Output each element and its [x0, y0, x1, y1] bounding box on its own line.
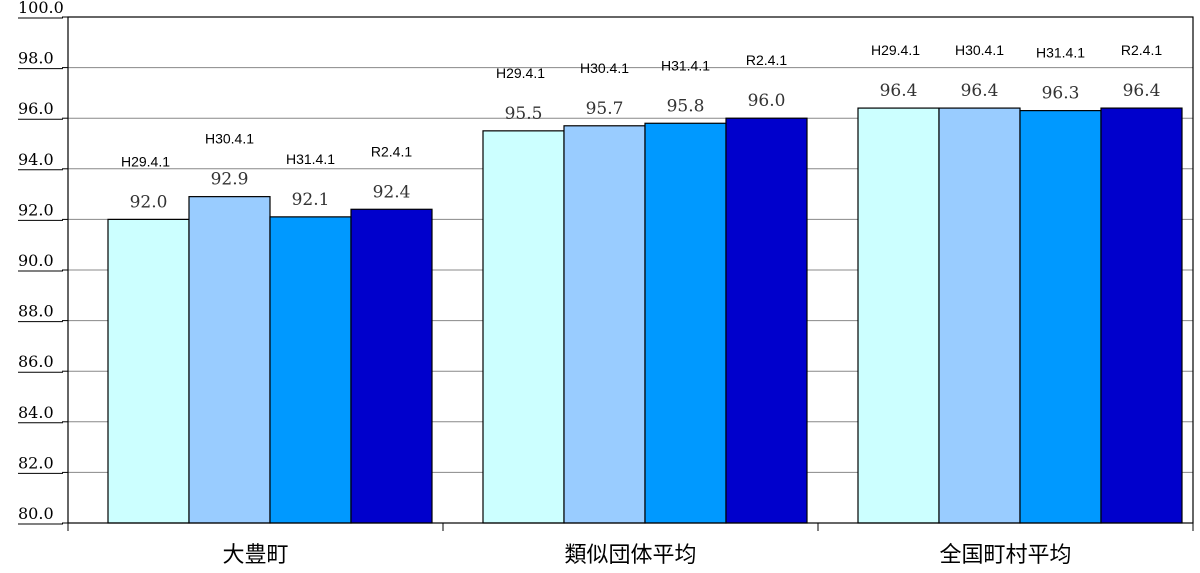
x-category-label: 大豊町: [222, 543, 288, 568]
y-tick-label: 82.0: [18, 453, 54, 472]
data-value-label: 96.4: [961, 81, 999, 101]
y-tick-label: 96.0: [18, 99, 54, 118]
series-name-label: H29.4.1: [496, 65, 545, 81]
bar: [725, 117, 808, 524]
series-name-label: H30.4.1: [580, 60, 629, 76]
y-tick-label: 80.0: [18, 504, 54, 523]
series-name-label: R2.4.1: [1121, 42, 1162, 58]
data-value-label: 95.8: [667, 96, 705, 116]
y-tick-label: 88.0: [18, 302, 54, 321]
series-name-label: H29.4.1: [871, 42, 920, 58]
x-category-label: 類似団体平均: [564, 543, 696, 568]
series-name-label: H31.4.1: [1036, 45, 1085, 61]
data-value-label: 95.7: [586, 99, 624, 119]
y-tick-label: 92.0: [18, 200, 54, 219]
bar: [857, 107, 940, 524]
y-tick-label: 84.0: [18, 403, 54, 422]
bar: [644, 122, 727, 524]
series-name-label: H31.4.1: [286, 151, 335, 167]
data-labels: 92.0 H29.4.1 92.9 H30.4.1 92.1 H31.4.1 92.4 R2.…: [121, 42, 1162, 212]
y-tick-label: 100.0: [18, 0, 64, 17]
y-axis: 80.0 82.0 84.0 86.0 88.0 90.0 92.0 94.0 96.0 98.0…: [18, 0, 68, 525]
series-name-label: H31.4.1: [661, 57, 710, 73]
bar: [107, 218, 190, 524]
bar: [938, 107, 1021, 524]
data-value-label: 92.1: [292, 190, 330, 210]
data-value-label: 96.0: [748, 91, 786, 111]
bar: [1019, 110, 1102, 524]
series-name-label: R2.4.1: [371, 143, 412, 159]
series-name-label: H30.4.1: [205, 131, 254, 147]
series-name-label: H29.4.1: [121, 153, 170, 169]
data-value-label: 92.4: [373, 182, 411, 202]
data-value-label: 92.9: [211, 170, 249, 190]
data-value-label: 96.3: [1042, 84, 1080, 104]
series-name-label: R2.4.1: [746, 52, 787, 68]
y-tick-label: 86.0: [18, 352, 54, 371]
data-value-label: 96.4: [880, 81, 918, 101]
data-value-label: 96.4: [1123, 81, 1161, 101]
y-tick-label: 98.0: [18, 49, 54, 68]
y-tick-label: 90.0: [18, 251, 54, 270]
bar: [350, 208, 433, 524]
bar: [269, 216, 352, 524]
data-value-label: 95.5: [505, 104, 543, 124]
x-axis: 大豊町 類似団体平均 全国町村平均: [67, 523, 1194, 568]
x-category-label: 全国町村平均: [939, 543, 1071, 568]
bars: [107, 107, 1183, 524]
bar: [482, 130, 565, 524]
bar: [1100, 107, 1183, 524]
bar: [188, 196, 271, 524]
bar: [563, 125, 646, 524]
data-value-label: 92.0: [130, 192, 168, 212]
y-tick-label: 94.0: [18, 150, 54, 169]
series-name-label: H30.4.1: [955, 42, 1004, 58]
